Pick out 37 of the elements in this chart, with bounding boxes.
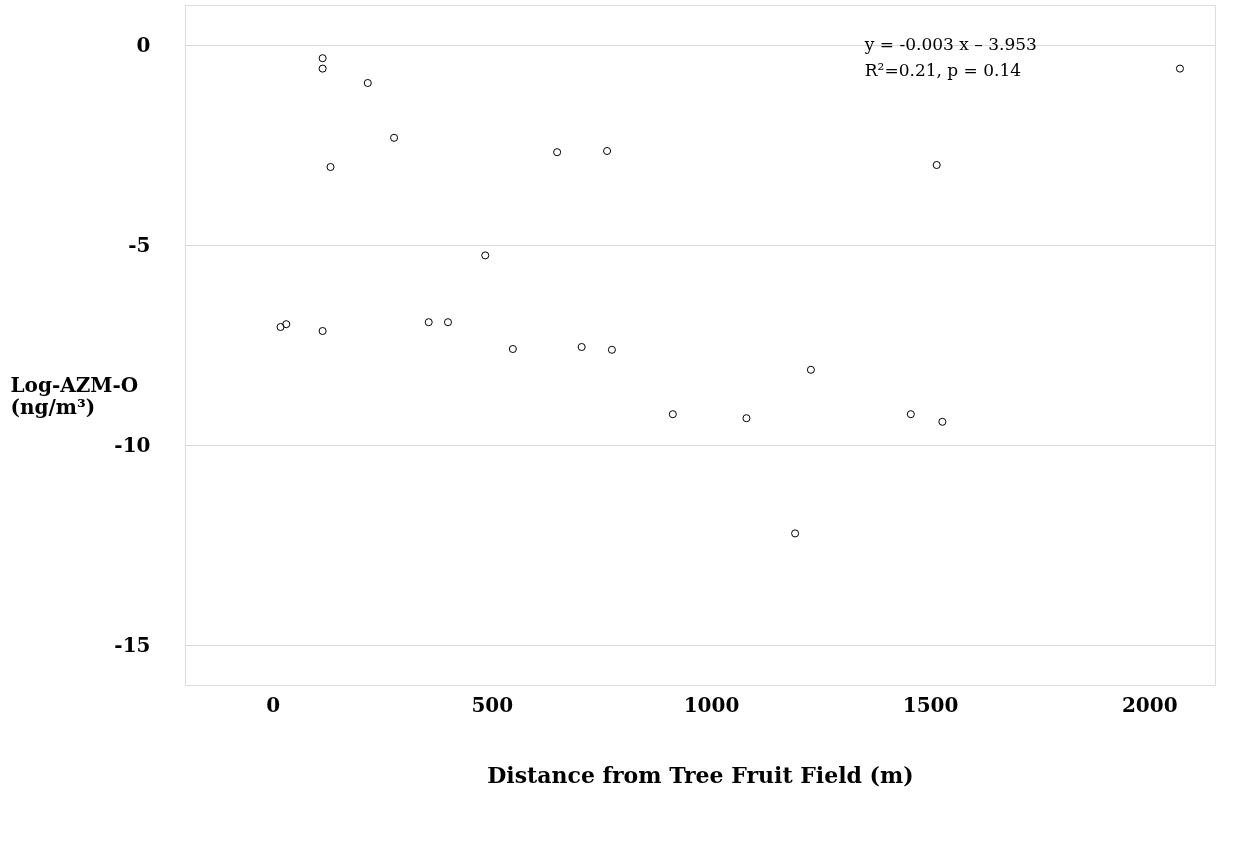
y-tick-label: -10 bbox=[114, 432, 151, 457]
point bbox=[443, 318, 453, 327]
point bbox=[390, 133, 399, 142]
point bbox=[742, 414, 751, 423]
x-tick-label: 0 bbox=[266, 692, 281, 717]
y-axis-title: Log-AZM-O (ng/m³) bbox=[10, 372, 139, 419]
x-tick-label: 500 bbox=[471, 692, 514, 717]
point bbox=[363, 78, 372, 88]
y-tick-label: 0 bbox=[136, 32, 151, 57]
point bbox=[668, 410, 677, 419]
annotation: y = -0.003 x – 3.953 bbox=[863, 34, 1037, 54]
point bbox=[791, 529, 800, 538]
point bbox=[318, 54, 327, 63]
point bbox=[938, 417, 947, 426]
x-tick-label: 1000 bbox=[683, 692, 740, 717]
point bbox=[607, 345, 616, 354]
y-tick-label: -5 bbox=[128, 232, 151, 257]
point bbox=[603, 146, 612, 156]
point bbox=[318, 64, 327, 73]
x-axis-title: Distance from Tree Fruit Field (m) bbox=[487, 761, 914, 788]
point bbox=[806, 365, 815, 374]
point bbox=[276, 322, 285, 332]
point bbox=[481, 251, 490, 260]
point bbox=[508, 344, 517, 354]
point bbox=[906, 410, 915, 419]
point bbox=[318, 326, 327, 336]
point bbox=[1175, 64, 1184, 73]
y-tick-label: -15 bbox=[114, 632, 151, 657]
point bbox=[282, 320, 291, 329]
point bbox=[932, 160, 941, 170]
point bbox=[553, 148, 562, 157]
point bbox=[577, 342, 586, 352]
annotation: R²=0.21, p = 0.14 bbox=[864, 60, 1022, 80]
x-tick-label: 2000 bbox=[1121, 692, 1178, 717]
point bbox=[326, 162, 335, 172]
x-tick-label: 1500 bbox=[902, 692, 959, 717]
point bbox=[424, 318, 433, 327]
